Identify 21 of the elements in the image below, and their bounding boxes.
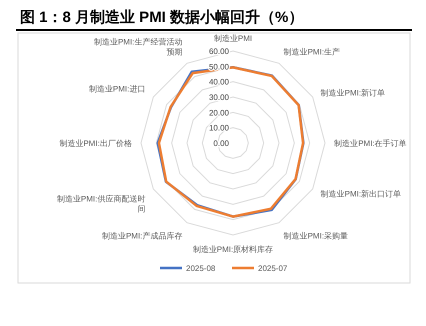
spoke-label: 制造业PMI bbox=[214, 34, 252, 43]
spoke-label: 制造业PMI:出厂价格 bbox=[59, 139, 132, 148]
spoke-label: 制造业PMI:新出口订单 bbox=[320, 190, 402, 199]
spoke-label: 制造业PMI:供应商配送时间 bbox=[56, 194, 146, 214]
spoke-label: 制造业PMI:生产 bbox=[284, 47, 340, 56]
y-tick-label: 40.00 bbox=[208, 78, 230, 87]
spoke-label: 制造业PMI:在手订单 bbox=[334, 139, 407, 148]
y-tick-label: 10.00 bbox=[208, 124, 230, 133]
spoke-label: 制造业PMI:采购量 bbox=[284, 232, 348, 241]
spoke-label: 制造业PMI:产成品库存 bbox=[102, 232, 182, 241]
spoke-label: 制造业PMI:生产经营活动预期 bbox=[94, 37, 182, 56]
legend-label: 2025-08 bbox=[186, 264, 216, 273]
spoke-label: 制造业PMI:进口 bbox=[88, 84, 146, 94]
chart-title: 图 1：8 月制造业 PMI 数据小幅回升（%） bbox=[20, 9, 304, 26]
spoke-label: 制造业PMI:原材料库存 bbox=[192, 245, 274, 254]
spoke-label: 制造业PMI:新订单 bbox=[320, 88, 386, 98]
y-tick-label: 30.00 bbox=[208, 93, 230, 102]
y-tick-label: 0.00 bbox=[213, 139, 230, 148]
legend-label: 2025-07 bbox=[258, 264, 288, 273]
y-tick-label: 60.00 bbox=[208, 47, 230, 56]
y-tick-label: 20.00 bbox=[208, 108, 230, 118]
